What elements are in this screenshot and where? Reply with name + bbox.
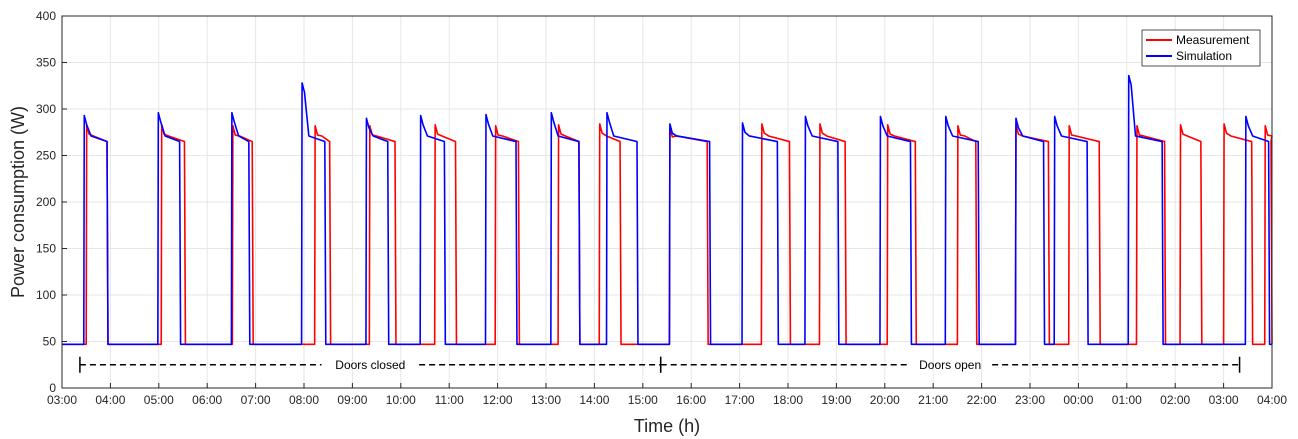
y-axis-ticks: 0 50 100 150 200 250 300 350 400 — [36, 9, 67, 395]
x-tick-label: 04:00 — [1257, 393, 1287, 407]
legend-label-measurement: Measurement — [1176, 33, 1250, 47]
y-tick-label: 400 — [36, 9, 56, 23]
x-tick-label: 07:00 — [241, 393, 271, 407]
series-line-simulation — [62, 74, 1272, 346]
x-tick-label: 10:00 — [386, 393, 416, 407]
y-tick-label: 250 — [36, 149, 56, 163]
x-axis-title: Time (h) — [634, 416, 700, 436]
x-tick-label: 19:00 — [821, 393, 851, 407]
x-tick-label: 12:00 — [483, 393, 513, 407]
y-tick-label: 300 — [36, 102, 56, 116]
x-tick-label: 02:00 — [1160, 393, 1190, 407]
y-tick-label: 200 — [36, 195, 56, 209]
y-tick-label: 50 — [43, 335, 57, 349]
x-tick-label: 05:00 — [144, 393, 174, 407]
grid-lines — [61, 15, 1273, 389]
x-tick-label: 00:00 — [1063, 393, 1093, 407]
x-tick-label: 21:00 — [918, 393, 948, 407]
x-tick-label: 09:00 — [337, 393, 367, 407]
y-tick-label: 0 — [49, 381, 56, 395]
x-tick-label: 03:00 — [47, 393, 77, 407]
x-tick-label: 20:00 — [870, 393, 900, 407]
legend: Measurement Simulation — [1141, 29, 1261, 67]
x-tick-label: 03:00 — [1209, 393, 1239, 407]
x-tick-label: 11:00 — [435, 393, 464, 407]
x-axis-ticks: 03:00 04:00 05:00 06:00 07:00 08:00 09:00 10:00… — [47, 383, 1287, 407]
legend-box — [1141, 29, 1261, 67]
x-tick-label: 16:00 — [676, 393, 706, 407]
y-tick-label: 150 — [36, 242, 56, 256]
x-tick-label: 14:00 — [579, 393, 609, 407]
x-tick-label: 23:00 — [1015, 393, 1045, 407]
annotation-label: Doors closed — [335, 358, 405, 372]
x-tick-label: 01:00 — [1112, 393, 1142, 407]
series-line-measurement — [62, 123, 1273, 346]
series-lines — [62, 74, 1273, 346]
legend-label-simulation: Simulation — [1176, 49, 1232, 63]
x-tick-label: 22:00 — [967, 393, 997, 407]
y-tick-label: 350 — [36, 56, 56, 70]
x-tick-label: 04:00 — [95, 393, 125, 407]
x-tick-label: 06:00 — [192, 393, 222, 407]
x-tick-label: 13:00 — [531, 393, 561, 407]
x-tick-label: 08:00 — [289, 393, 319, 407]
door-state-annotations: Doors closed Doors open — [79, 356, 1241, 373]
x-tick-label: 15:00 — [628, 393, 658, 407]
y-tick-label: 100 — [36, 288, 56, 302]
x-tick-label: 18:00 — [773, 393, 803, 407]
y-axis-title: Power consumption (W) — [8, 106, 28, 298]
annotation-label: Doors open — [919, 358, 981, 372]
x-tick-label: 17:00 — [725, 393, 755, 407]
